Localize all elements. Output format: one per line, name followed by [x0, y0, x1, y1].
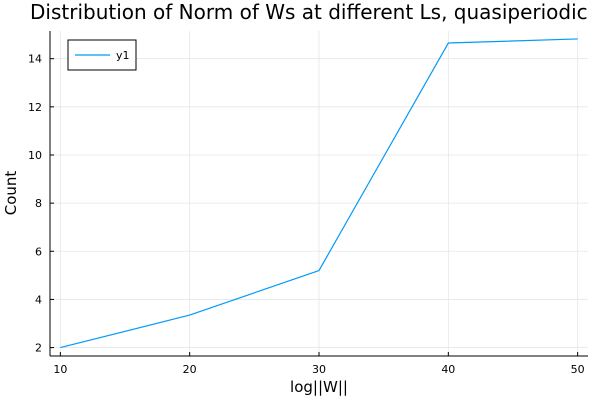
x-axis-label: log||W|| — [290, 378, 348, 396]
series-line-y1 — [60, 38, 578, 349]
y-tick-label: 2 — [35, 342, 42, 355]
y-axis-label: Count — [2, 171, 20, 216]
series-lines — [60, 38, 578, 349]
legend: y1 — [67, 39, 137, 71]
x-tick-label: 20 — [183, 363, 197, 376]
y-tick-label: 12 — [28, 101, 42, 114]
x-tick-label: 10 — [53, 363, 67, 376]
x-tick-label: 50 — [571, 363, 585, 376]
x-tick-label: 30 — [312, 363, 326, 376]
chart-title: Distribution of Norm of Ws at different … — [30, 0, 588, 24]
axes — [49, 31, 588, 357]
y-tick-label: 14 — [28, 53, 42, 66]
tick-labels: 10 20 30 40 50 2 4 6 8 10 12 14 — [28, 53, 585, 376]
y-tick-label: 4 — [35, 293, 42, 306]
y-tick-label: 10 — [28, 149, 42, 162]
grid-lines — [50, 31, 588, 356]
y-tick-label: 6 — [35, 245, 42, 258]
y-tick-label: 8 — [35, 197, 42, 210]
x-tick-label: 40 — [441, 363, 455, 376]
legend-label: y1 — [116, 49, 130, 62]
